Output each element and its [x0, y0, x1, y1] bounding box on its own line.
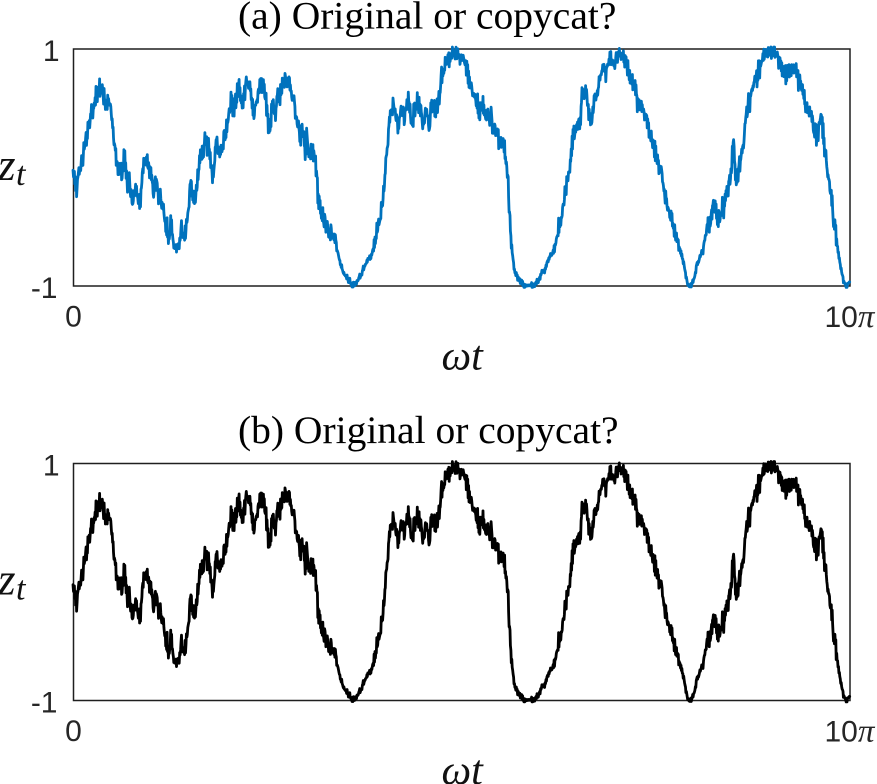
- svg-text:0: 0: [65, 715, 82, 748]
- svg-text:10π: 10π: [825, 714, 876, 750]
- svg-text:(b) Original or copycat?: (b) Original or copycat?: [238, 408, 619, 452]
- svg-text:1: 1: [43, 35, 60, 68]
- svg-text:(a) Original or copycat?: (a) Original or copycat?: [238, 0, 616, 38]
- svg-text:-1: -1: [31, 687, 58, 720]
- svg-text:z: z: [0, 555, 16, 605]
- svg-text:ωt: ωt: [442, 334, 485, 380]
- svg-text:1: 1: [43, 449, 60, 482]
- svg-text:10π: 10π: [825, 299, 876, 335]
- svg-text:z: z: [0, 140, 16, 190]
- svg-text:0: 0: [65, 301, 82, 334]
- svg-text:ωt: ωt: [442, 748, 485, 784]
- svg-text:t: t: [16, 156, 27, 193]
- svg-text:-1: -1: [31, 272, 58, 305]
- svg-text:t: t: [16, 571, 27, 608]
